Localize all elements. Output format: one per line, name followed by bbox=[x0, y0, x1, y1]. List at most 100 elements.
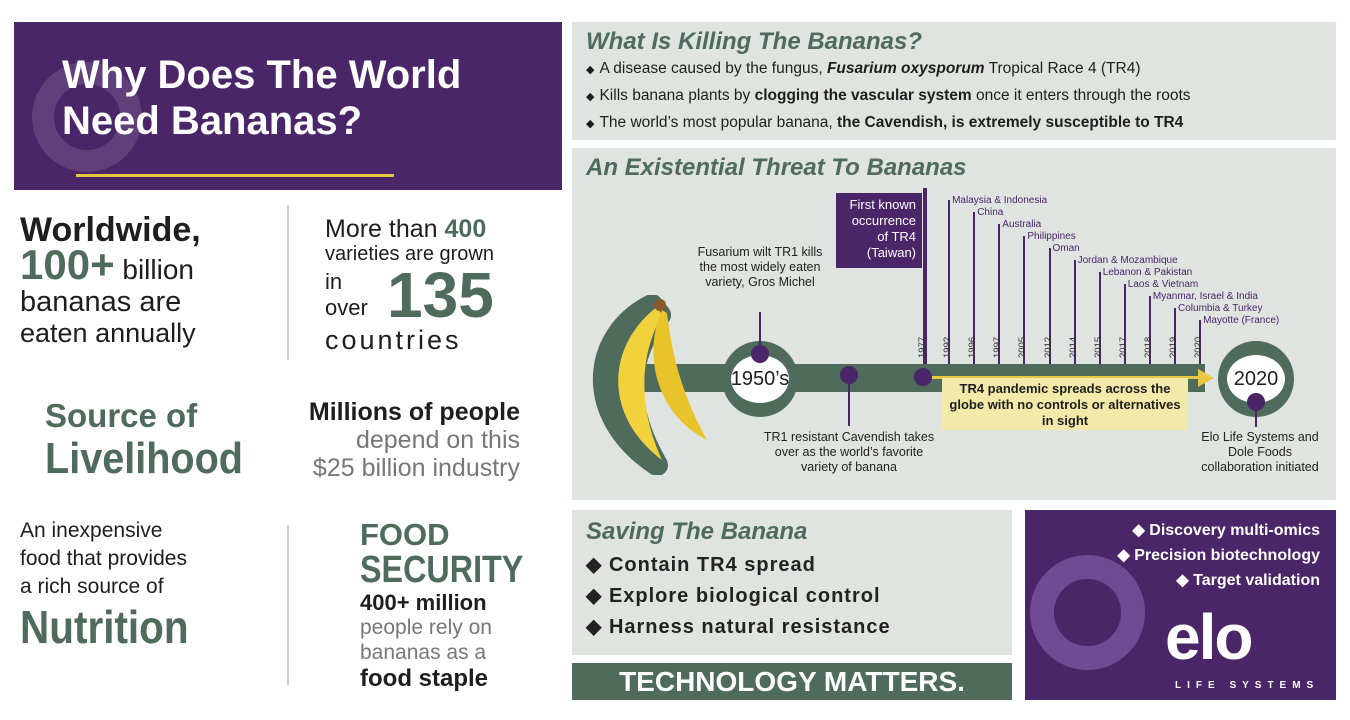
country-label: Jordan & Mozambique bbox=[1077, 255, 1178, 266]
country-label: Myanmar, Israel & India bbox=[1152, 291, 1258, 302]
timeline-dot bbox=[751, 345, 769, 363]
year-tick bbox=[1174, 308, 1176, 364]
country-label: Columbia & Turkey bbox=[1178, 303, 1263, 314]
stat-text: billion bbox=[114, 254, 194, 285]
year-label: 2015 bbox=[1092, 336, 1104, 358]
section-title: An Existential Threat To Bananas bbox=[586, 154, 967, 181]
year-tick bbox=[1098, 272, 1101, 364]
country-label: Australia bbox=[1002, 219, 1042, 230]
stat-food-security: FOOD SECURITY 400+ million people rely o… bbox=[360, 517, 545, 692]
country-label: Malaysia & Indonesia bbox=[952, 195, 1048, 206]
stat-text: SECURITY bbox=[360, 549, 524, 591]
year-label: 2020 bbox=[1193, 336, 1205, 358]
stat-text: food that provides bbox=[20, 547, 187, 570]
stat-industry: Millions of people depend on this $25 bi… bbox=[262, 398, 520, 482]
country-label: Philippines bbox=[1027, 231, 1076, 242]
banana-icon bbox=[592, 295, 707, 475]
bullet: ◆ The world’s most popular banana, the Ca… bbox=[586, 114, 1184, 131]
year-label: 2019 bbox=[1168, 336, 1179, 358]
timeline-arrow bbox=[930, 376, 1202, 379]
timeline-panel: An Existential Threat To Bananas bbox=[572, 148, 1336, 500]
year-tick bbox=[1199, 320, 1202, 364]
saving-item: ◆ Explore biological control bbox=[586, 585, 881, 607]
year-tick bbox=[998, 224, 1001, 364]
year-tick bbox=[1048, 248, 1051, 364]
timeline-dot bbox=[914, 368, 932, 386]
stat-text: Worldwide, bbox=[20, 211, 201, 249]
title-banner: Why Does The World Need Bananas? bbox=[14, 22, 562, 190]
stat-text: $25 billion industry bbox=[312, 454, 520, 482]
arrow-head-icon bbox=[1198, 369, 1214, 387]
saving-panel: Saving The Banana ◆ Contain TR4 spread ◆… bbox=[572, 510, 1012, 655]
stat-number: 400 bbox=[444, 215, 487, 243]
first-occurrence-box: First known occurrence of TR4 (Taiwan) bbox=[836, 193, 922, 268]
year-label: 2017 bbox=[1117, 336, 1129, 358]
year-label: 2014 bbox=[1067, 336, 1079, 358]
elo-item: ◆ Target validation bbox=[1176, 572, 1320, 589]
country-label: China bbox=[977, 207, 1004, 218]
country-label: Lebanon & Pakistan bbox=[1102, 267, 1193, 278]
year-tick bbox=[1073, 260, 1076, 364]
stat-text: food staple bbox=[360, 665, 489, 692]
section-title: What Is Killing The Bananas? bbox=[586, 28, 923, 55]
country-label: Mayotte (France) bbox=[1203, 315, 1280, 326]
bullet: ◆ Kills banana plants by clogging the vas… bbox=[586, 87, 1191, 104]
stat-text: over bbox=[325, 295, 368, 320]
cavendish-note: TR1 resistant Cavendish takes over as th… bbox=[763, 430, 935, 474]
year-label: 1992 bbox=[942, 336, 954, 358]
stat-text: depend on this bbox=[355, 426, 520, 454]
stat-text: More than bbox=[325, 215, 445, 243]
stat-text: eaten annually bbox=[20, 318, 196, 348]
page-title: Why Does The World Need Bananas? bbox=[62, 53, 462, 143]
year-label: 2012 bbox=[1042, 336, 1054, 358]
stat-text: FOOD bbox=[360, 517, 450, 552]
stat-text: 400+ million bbox=[360, 590, 487, 615]
killing-panel: What Is Killing The Bananas? ◆ A disease … bbox=[572, 22, 1336, 140]
year-label: 1996 bbox=[967, 336, 979, 358]
saving-item: ◆ Harness natural resistance bbox=[586, 616, 891, 638]
year-tick bbox=[1023, 236, 1026, 364]
year-tick bbox=[923, 188, 927, 364]
stat-text: bananas are bbox=[20, 286, 182, 318]
year-tick bbox=[948, 200, 951, 364]
stat-livelihood: Source of Livelihood bbox=[45, 398, 265, 484]
country-label: Laos & Vietnam bbox=[1127, 279, 1199, 290]
elo-logo: elo bbox=[1165, 601, 1253, 673]
divider bbox=[287, 205, 289, 360]
elo-tagline: LIFE SYSTEMS bbox=[1175, 680, 1320, 691]
stat-text: Nutrition bbox=[20, 601, 189, 653]
elo-collab-note: Elo Life Systems and Dole Foods collabor… bbox=[1201, 430, 1319, 474]
stat-text: countries bbox=[325, 325, 462, 355]
stat-text: Millions of people bbox=[308, 398, 520, 426]
stat-text: Source of bbox=[45, 397, 198, 434]
stat-text: bananas as a bbox=[360, 641, 487, 664]
stat-text: varieties are grown bbox=[325, 243, 494, 265]
stat-varieties: More than 400 varieties are grown in over… bbox=[325, 215, 540, 355]
milestone-2020: 2020 bbox=[1218, 341, 1294, 417]
stat-text: a rich source of bbox=[20, 575, 164, 598]
stat-worldwide: Worldwide, 100+ billion bananas are eate… bbox=[20, 212, 270, 348]
bullet: ◆ A disease caused by the fungus, Fusariu… bbox=[586, 60, 1141, 77]
year-tick bbox=[973, 212, 976, 364]
year-label: 1997 bbox=[992, 336, 1004, 358]
elo-item: ◆ Precision biotechnology bbox=[1117, 547, 1320, 564]
section-title: Saving The Banana bbox=[586, 518, 808, 545]
timeline-dot bbox=[1247, 393, 1265, 411]
stat-text: in bbox=[325, 269, 343, 294]
country-label: Oman bbox=[1052, 243, 1080, 254]
technology-matters-banner: TECHNOLOGY MATTERS. bbox=[572, 663, 1012, 700]
divider bbox=[287, 525, 289, 685]
pandemic-box: TR4 pandemic spreads across the globe wi… bbox=[942, 378, 1188, 430]
year-label: 2018 bbox=[1142, 336, 1154, 358]
year-tick bbox=[1148, 296, 1151, 364]
saving-item: ◆ Contain TR4 spread bbox=[586, 554, 816, 576]
year-label: 2005 bbox=[1017, 336, 1029, 358]
stat-number: 100+ bbox=[20, 241, 115, 288]
stat-text: An inexpensive bbox=[20, 519, 163, 542]
title-underline bbox=[76, 174, 394, 177]
tr1-note: Fusarium wilt TR1 kills the most widely … bbox=[697, 245, 823, 289]
stat-text: people rely on bbox=[360, 616, 492, 639]
elo-item: ◆ Discovery multi-omics bbox=[1132, 522, 1320, 539]
stat-number: 135 bbox=[387, 259, 494, 331]
